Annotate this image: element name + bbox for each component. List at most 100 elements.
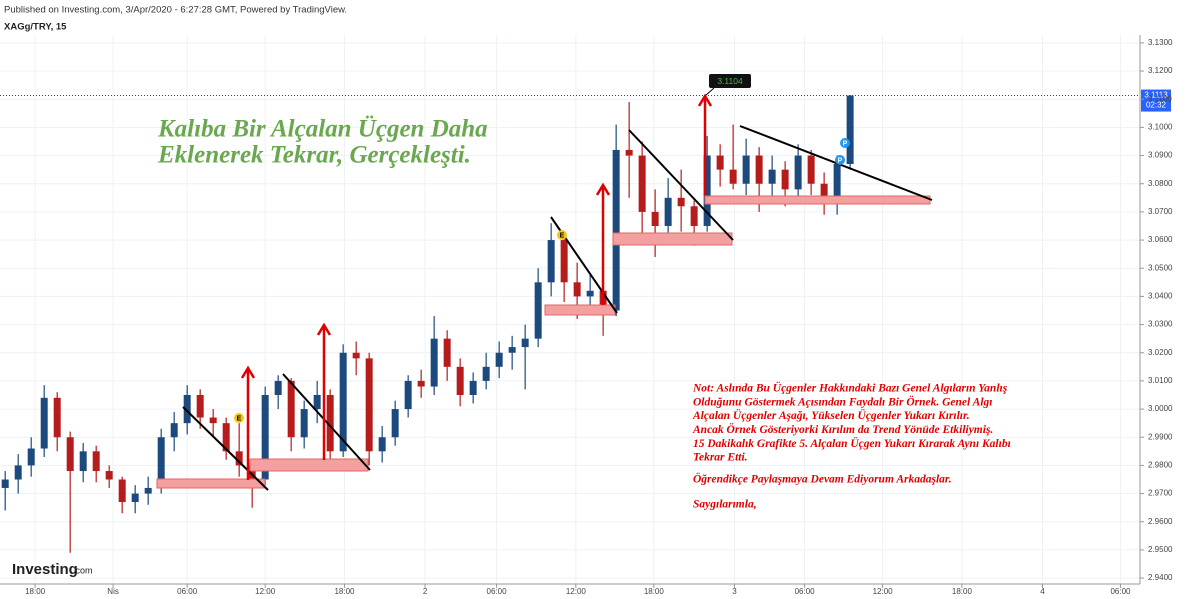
grid <box>0 35 1140 584</box>
candle-body <box>53 397 61 438</box>
note-line: Not: Aslında Bu Üçgenler Hakkındaki Bazı… <box>692 381 1008 395</box>
candle-body <box>404 380 412 410</box>
candle-body <box>625 149 633 156</box>
y-tick-label: 3.1100 <box>1148 94 1172 103</box>
candle-body <box>79 451 87 472</box>
closing-line: Öğrendikçe Paylaşmaya Devam Ediyorum Ark… <box>693 472 952 486</box>
x-tick-label: 3 <box>732 587 737 596</box>
y-tick-label: 2.9700 <box>1148 489 1173 498</box>
candle-body <box>690 206 698 226</box>
candle-body <box>313 394 321 410</box>
price-tag-label: 3.1113 <box>1144 91 1168 100</box>
callout-box <box>709 74 751 88</box>
y-tick-label: 3.0400 <box>1148 292 1173 301</box>
candle-body <box>339 352 347 452</box>
note-line: Ancak Örnek Gösteriyorki Kırılım da Tren… <box>692 422 993 436</box>
symbol: XAGg/TRY, 15 <box>4 22 67 33</box>
x-tick-label: 4 <box>1040 587 1045 596</box>
candle-body <box>482 366 490 381</box>
candle-body <box>27 448 35 466</box>
candle-body <box>469 380 477 395</box>
candle-body <box>430 338 438 387</box>
y-tick-label: 2.9600 <box>1148 517 1173 526</box>
candle-body <box>703 155 711 226</box>
x-tick-label: 2 <box>423 587 428 596</box>
candle-body <box>183 394 191 424</box>
note-line: Alçalan Üçgenler Aşağı, Yükselen Üçgenle… <box>692 408 970 422</box>
candle-body <box>794 155 802 190</box>
support-zone <box>544 304 616 316</box>
marker-label: P <box>838 157 843 164</box>
countdown: 02:32 <box>1146 101 1167 110</box>
x-tick-label: 18:00 <box>644 587 665 596</box>
candle-body <box>274 380 282 395</box>
candle-body <box>781 169 789 190</box>
candle-body <box>443 338 451 367</box>
candle-body <box>170 423 178 438</box>
marker-label: P <box>843 140 848 147</box>
title: Kalıba Bir Alçalan Üçgen Daha <box>157 116 488 143</box>
candle-body <box>66 437 74 472</box>
x-tick-label: 12:00 <box>873 587 894 596</box>
x-tick-label: 12:00 <box>566 587 587 596</box>
candle-body <box>131 493 139 503</box>
candle-body <box>716 155 724 170</box>
candle-body <box>300 409 308 438</box>
y-tick-label: 3.0500 <box>1148 263 1173 272</box>
closing-line: Saygılarımla, <box>693 499 757 511</box>
logo: Investing <box>12 561 78 578</box>
candles <box>1 94 854 553</box>
y-tick-label: 3.0900 <box>1148 151 1173 160</box>
support-zone <box>249 458 369 472</box>
candle-body <box>118 479 126 503</box>
y-tick-label: 3.0000 <box>1148 404 1173 413</box>
candle-body <box>261 394 269 480</box>
candle-body <box>1 479 9 488</box>
x-tick-label: 06:00 <box>487 587 508 596</box>
candle-body <box>391 409 399 438</box>
y-tick-label: 3.1200 <box>1148 66 1173 75</box>
y-tick-label: 2.9500 <box>1148 545 1173 554</box>
y-tick-label: 3.0100 <box>1148 376 1173 385</box>
y-tick-label: 2.9400 <box>1148 573 1173 582</box>
candle-body <box>40 397 48 449</box>
candle-body <box>664 197 672 226</box>
support-zone <box>156 478 266 489</box>
x-tick-label: 18:00 <box>25 587 46 596</box>
drawings <box>156 195 931 489</box>
candle-body <box>92 451 100 472</box>
candle-body <box>326 394 334 452</box>
candle-body <box>755 155 763 184</box>
support-zone <box>704 195 931 205</box>
candle-body <box>508 347 516 353</box>
candle-body <box>638 155 646 212</box>
candle-body <box>352 352 360 359</box>
support-zone <box>612 232 733 246</box>
x-tick-label: 06:00 <box>1110 587 1131 596</box>
x-tick-label: 06:00 <box>795 587 816 596</box>
y-tick-label: 3.0700 <box>1148 207 1173 216</box>
y-tick-label: 3.1300 <box>1148 38 1173 47</box>
candle-body <box>846 95 854 165</box>
candle-body <box>560 240 568 283</box>
candle-body <box>105 471 113 480</box>
x-tick-label: Nis <box>107 587 119 596</box>
candle-body <box>677 197 685 207</box>
callout-pointer <box>704 87 715 97</box>
x-tick-label: 06:00 <box>177 587 198 596</box>
candle-body <box>248 465 256 480</box>
candle-body <box>209 417 217 424</box>
callout: 3.1104 <box>717 76 743 86</box>
logo-suffix: .com <box>73 565 93 575</box>
arrow <box>240 365 256 480</box>
candle-body <box>417 380 425 387</box>
marker <box>840 138 850 148</box>
x-tick-label: 18:00 <box>334 587 355 596</box>
trendline <box>282 373 371 471</box>
candle-body <box>742 155 750 184</box>
candle-body <box>365 358 373 452</box>
marker <box>234 413 244 423</box>
candle-body <box>820 183 828 198</box>
